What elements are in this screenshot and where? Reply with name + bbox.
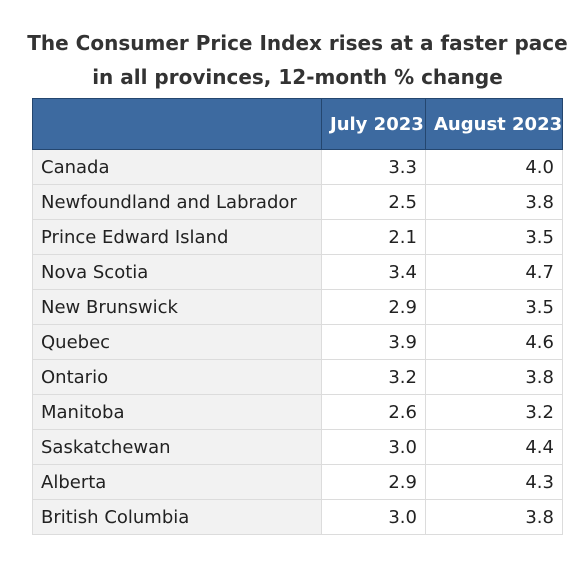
chart-title-line-1: The Consumer Price Index rises at a fast… [27, 31, 568, 55]
header-cell-region [32, 98, 322, 150]
region-name-cell: Ontario [32, 359, 322, 395]
july-2023-value-cell: 3.0 [321, 429, 426, 465]
july-2023-value-cell: 2.1 [321, 219, 426, 255]
region-name-cell: Quebec [32, 324, 322, 360]
header-cell-july-2023: July 2023 [321, 98, 426, 150]
table-row: Alberta 2.9 4.3 [32, 464, 563, 500]
table-row: Nova Scotia 3.4 4.7 [32, 254, 563, 290]
chart-title-line-2: in all provinces, 12-month % change [92, 65, 503, 89]
header-cell-august-2023: August 2023 [425, 98, 563, 150]
table-row: Newfoundland and Labrador 2.5 3.8 [32, 184, 563, 220]
region-name-cell: New Brunswick [32, 289, 322, 325]
august-2023-value-cell: 3.8 [425, 359, 563, 395]
region-name-cell: Canada [32, 149, 322, 185]
region-name-cell: British Columbia [32, 499, 322, 535]
july-2023-value-cell: 3.3 [321, 149, 426, 185]
august-2023-value-cell: 3.8 [425, 499, 563, 535]
header-row: July 2023 August 2023 [32, 98, 563, 150]
cpi-table: July 2023 August 2023 Canada 3.3 4.0 Newfou… [32, 98, 563, 535]
august-2023-value-cell: 3.2 [425, 394, 563, 430]
july-2023-value-cell: 3.9 [321, 324, 426, 360]
july-2023-value-cell: 3.2 [321, 359, 426, 395]
region-name-cell: Alberta [32, 464, 322, 500]
chart-title: The Consumer Price Index rises at a fast… [20, 26, 575, 94]
august-2023-value-cell: 3.8 [425, 184, 563, 220]
july-2023-value-cell: 2.6 [321, 394, 426, 430]
august-2023-value-cell: 4.3 [425, 464, 563, 500]
july-2023-value-cell: 2.9 [321, 464, 426, 500]
august-2023-value-cell: 3.5 [425, 219, 563, 255]
table-body: Canada 3.3 4.0 Newfoundland and Labrador 2.5… [32, 149, 563, 535]
august-2023-value-cell: 4.6 [425, 324, 563, 360]
region-name-cell: Manitoba [32, 394, 322, 430]
region-name-cell: Newfoundland and Labrador [32, 184, 322, 220]
august-2023-value-cell: 4.7 [425, 254, 563, 290]
table-row: New Brunswick 2.9 3.5 [32, 289, 563, 325]
region-name-cell: Nova Scotia [32, 254, 322, 290]
august-2023-value-cell: 4.4 [425, 429, 563, 465]
july-2023-value-cell: 3.0 [321, 499, 426, 535]
table-row: Manitoba 2.6 3.2 [32, 394, 563, 430]
table-row: Prince Edward Island 2.1 3.5 [32, 219, 563, 255]
august-2023-value-cell: 4.0 [425, 149, 563, 185]
july-2023-value-cell: 3.4 [321, 254, 426, 290]
august-2023-value-cell: 3.5 [425, 289, 563, 325]
july-2023-value-cell: 2.5 [321, 184, 426, 220]
table-row: Canada 3.3 4.0 [32, 149, 563, 185]
table-row: Ontario 3.2 3.8 [32, 359, 563, 395]
table-row: Quebec 3.9 4.6 [32, 324, 563, 360]
table-row: Saskatchewan 3.0 4.4 [32, 429, 563, 465]
july-2023-value-cell: 2.9 [321, 289, 426, 325]
region-name-cell: Prince Edward Island [32, 219, 322, 255]
table-row: British Columbia 3.0 3.8 [32, 499, 563, 535]
region-name-cell: Saskatchewan [32, 429, 322, 465]
